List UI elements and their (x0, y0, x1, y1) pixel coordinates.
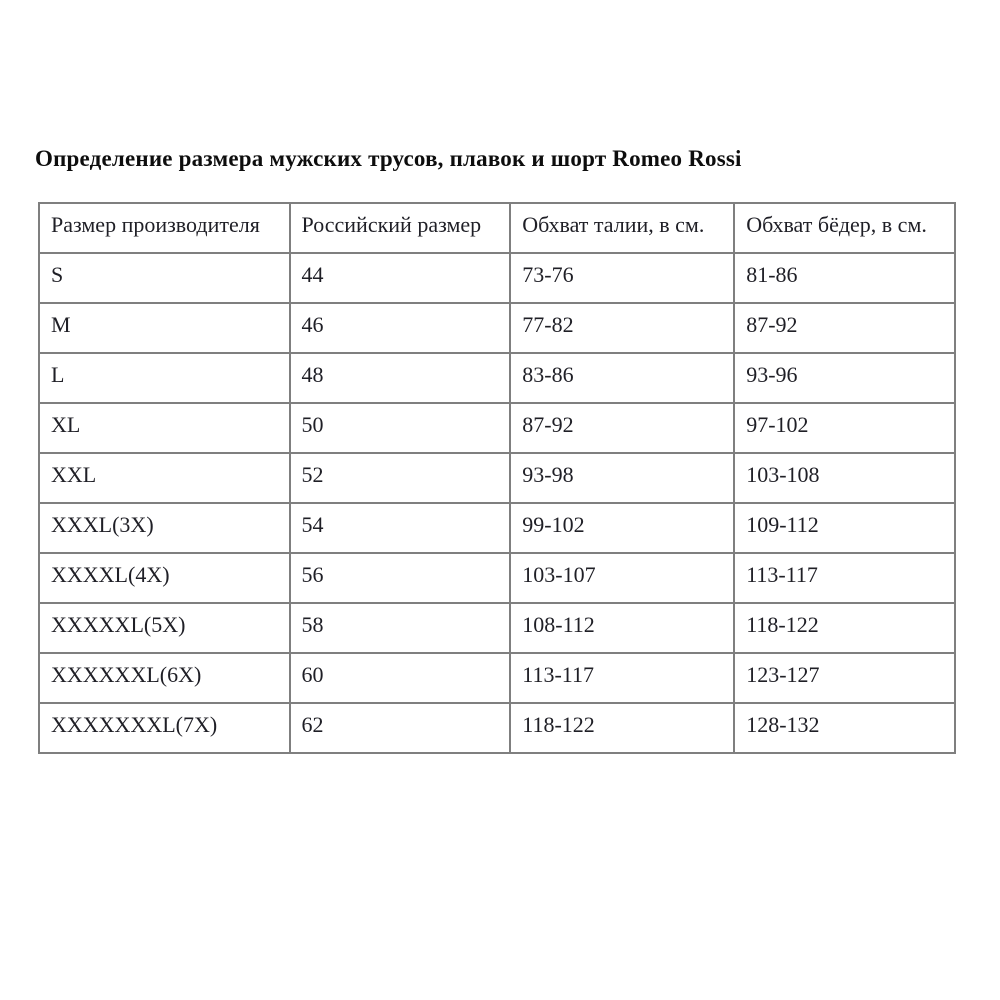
table-cell: 99-102 (509, 502, 736, 554)
table-cell: 87-92 (509, 402, 736, 454)
table-cell: 93-98 (509, 452, 736, 504)
table-cell: 58 (288, 602, 512, 654)
table-cell: 113-117 (509, 652, 736, 704)
table-cell: 118-122 (509, 702, 736, 754)
table-body: S 44 73-76 81-86 M 46 77-82 87-92 L 48 83-86 93-96 X… (38, 252, 956, 754)
table-cell: 44 (288, 252, 512, 304)
table-cell: XXXXXXXL(7X) (38, 702, 291, 754)
table-row: XXXXL(4X) 56 103-107 113-117 (38, 552, 956, 604)
table-cell: 113-117 (733, 552, 956, 604)
table-cell: XXXXXXL(6X) (38, 652, 291, 704)
table-header-row: Размер производителя Российский размер О… (38, 202, 956, 254)
table-row: XXXL(3X) 54 99-102 109-112 (38, 502, 956, 554)
table-cell: M (38, 302, 291, 354)
table-cell: S (38, 252, 291, 304)
table-header: Размер производителя Российский размер О… (38, 202, 956, 254)
table-cell: 52 (288, 452, 512, 504)
table-cell: 83-86 (509, 352, 736, 404)
table-row: S 44 73-76 81-86 (38, 252, 956, 304)
table-row: M 46 77-82 87-92 (38, 302, 956, 354)
table-cell: 87-92 (733, 302, 956, 354)
table-cell: XXL (38, 452, 291, 504)
table-cell: 97-102 (733, 402, 956, 454)
table-cell: 103-107 (509, 552, 736, 604)
column-header-russian-size: Российский размер (288, 202, 512, 254)
table-cell: 56 (288, 552, 512, 604)
table-cell: 48 (288, 352, 512, 404)
table-cell: L (38, 352, 291, 404)
column-header-waist-circumference: Обхват талии, в см. (509, 202, 736, 254)
table-cell: 118-122 (733, 602, 956, 654)
page-title: Определение размера мужских трусов, плав… (35, 146, 742, 171)
table-row: L 48 83-86 93-96 (38, 352, 956, 404)
table-cell: 103-108 (733, 452, 956, 504)
size-chart-table: Размер производителя Российский размер О… (38, 202, 956, 754)
table-cell: 60 (288, 652, 512, 704)
table-row: XXXXXXL(6X) 60 113-117 123-127 (38, 652, 956, 704)
table-cell: 128-132 (733, 702, 956, 754)
table-cell: 123-127 (733, 652, 956, 704)
table-cell: 93-96 (733, 352, 956, 404)
table-cell: 108-112 (509, 602, 736, 654)
table-row: XXXXXXXL(7X) 62 118-122 128-132 (38, 702, 956, 754)
table-cell: 54 (288, 502, 512, 554)
table-cell: 50 (288, 402, 512, 454)
table-row: XXL 52 93-98 103-108 (38, 452, 956, 504)
table-cell: 73-76 (509, 252, 736, 304)
table-cell: 81-86 (733, 252, 956, 304)
table-cell: XL (38, 402, 291, 454)
table-cell: 109-112 (733, 502, 956, 554)
table-cell: XXXL(3X) (38, 502, 291, 554)
table-cell: XXXXL(4X) (38, 552, 291, 604)
table-cell: 62 (288, 702, 512, 754)
table-cell: XXXXXL(5X) (38, 602, 291, 654)
table-row: XL 50 87-92 97-102 (38, 402, 956, 454)
table-cell: 77-82 (509, 302, 736, 354)
column-header-hip-circumference: Обхват бёдер, в см. (733, 202, 956, 254)
table-cell: 46 (288, 302, 512, 354)
table-row: XXXXXL(5X) 58 108-112 118-122 (38, 602, 956, 654)
column-header-manufacturer-size: Размер производителя (38, 202, 291, 254)
